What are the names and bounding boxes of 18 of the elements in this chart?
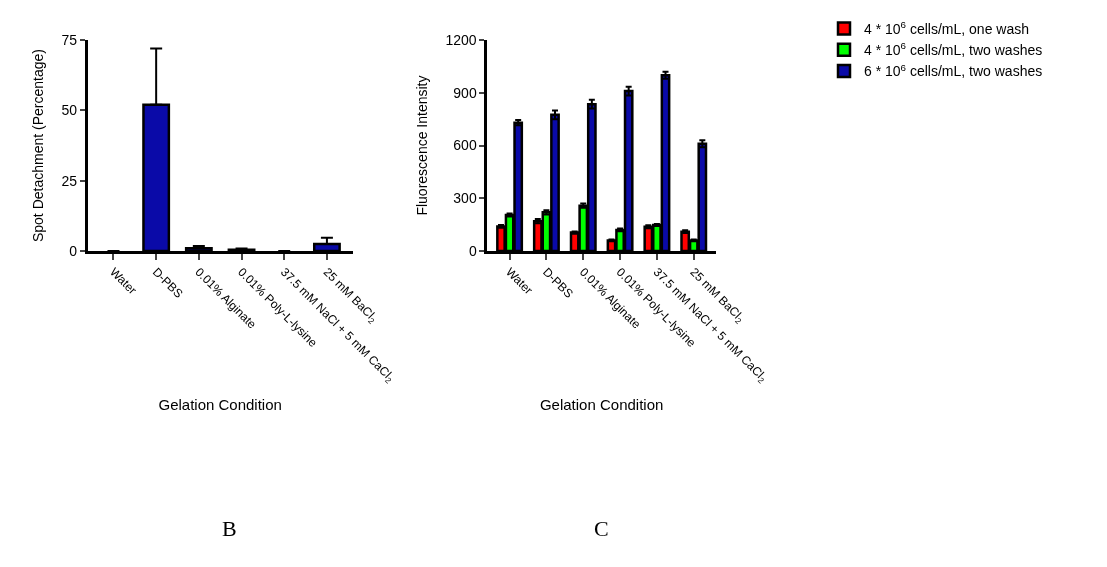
legend-label: 4 * 10$^{6}$ cells/mL, two washes (864, 40, 1043, 59)
y-tick-label: 75 (61, 31, 78, 48)
y-tick-label: 0 (468, 242, 477, 259)
y-tick-label: 600 (453, 137, 477, 154)
legend-label: 6 * 10$^{6}$ cells/mL, two washes (864, 61, 1043, 80)
y-tick-label: 300 (453, 190, 477, 207)
y-tick-label: 900 (453, 84, 477, 101)
y-tick-label: 50 (61, 102, 78, 119)
x-axis-title: Gelation Condition (539, 395, 664, 413)
y-tick-label: 1200 (445, 31, 477, 48)
y-axis-title: Spot Detachment (Percentage) (30, 49, 47, 243)
text: B (222, 516, 237, 541)
legend-label: 4 * 10$^{6}$ cells/mL, one wash (864, 19, 1029, 38)
x-axis-title: Gelation Condition (158, 395, 282, 413)
y-tick-label: 25 (61, 172, 78, 189)
y-axis-title: Fluorescence Intensity (414, 75, 431, 216)
text: C (594, 516, 609, 541)
y-tick-label: 0 (69, 242, 78, 259)
